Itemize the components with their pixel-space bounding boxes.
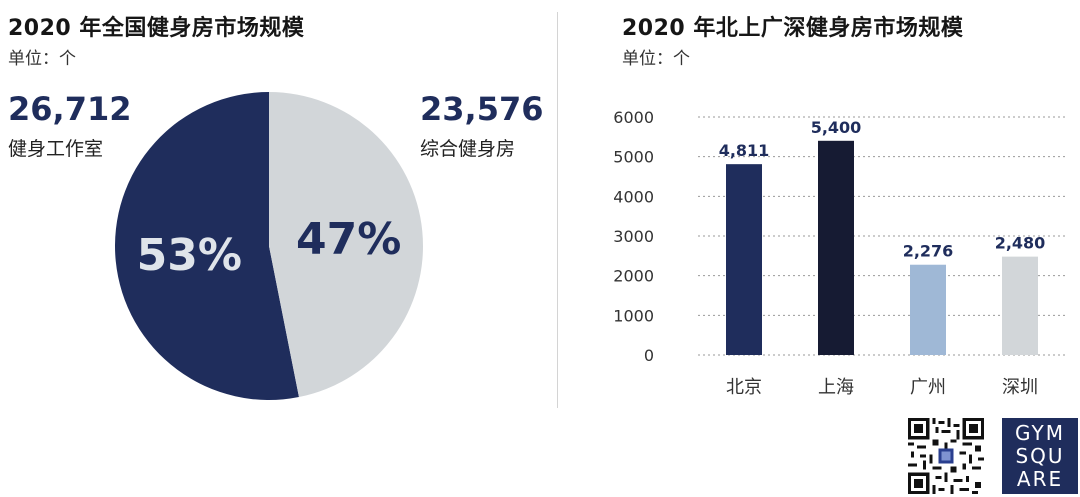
pie-chart-title: 2020 年全国健身房市场规模 <box>8 16 305 41</box>
bar-chart-unit: 单位：个 <box>622 49 690 69</box>
x-tick-label: 广州 <box>910 377 946 398</box>
bar-data-label: 5,400 <box>811 118 862 137</box>
y-tick-label: 4000 <box>613 187 654 206</box>
panel-divider <box>557 12 558 408</box>
logo-line-1: GYM <box>1015 420 1065 445</box>
pie-slice-0 <box>114 92 299 400</box>
y-tick-label: 5000 <box>613 148 654 167</box>
x-tick-label: 深圳 <box>1002 377 1038 398</box>
logo-line-2: SQU <box>1015 443 1065 468</box>
y-tick-label: 2000 <box>613 267 654 286</box>
studio-count: 26,712 <box>8 90 132 128</box>
bar-1 <box>818 140 854 355</box>
y-tick-label: 3000 <box>613 227 654 246</box>
bar-data-label: 2,276 <box>903 242 954 261</box>
pie-slice-1 <box>269 92 423 398</box>
bar-chart: 0 1000 2000 3000 4000 5000 6000 4,811 北京 5,400 上海 2… <box>613 108 1066 398</box>
bar-data-label: 4,811 <box>719 141 770 160</box>
bar-3 <box>1002 256 1038 355</box>
bar-2 <box>910 264 946 355</box>
bar-0 <box>726 164 762 355</box>
y-tick-label: 6000 <box>613 108 654 127</box>
pie-chart: 53% 47% <box>114 92 423 400</box>
y-tick-label: 1000 <box>613 306 654 325</box>
gym-label: 综合健身房 <box>420 138 516 160</box>
bar-chart-title: 2020 年北上广深健身房市场规模 <box>622 16 964 41</box>
bar-data-label: 2,480 <box>995 234 1046 253</box>
x-tick-label: 上海 <box>818 377 854 398</box>
studio-label: 健身工作室 <box>8 138 104 160</box>
pie-percent-label-1: 47% <box>296 214 401 265</box>
pie-percent-label-0: 53% <box>137 230 242 281</box>
x-tick-label: 北京 <box>726 377 762 398</box>
pie-chart-unit: 单位：个 <box>8 49 76 69</box>
gymsquare-logo: GYM SQU ARE <box>1002 418 1078 494</box>
gym-count: 23,576 <box>420 90 544 128</box>
qr-code-icon <box>908 418 984 494</box>
y-tick-label: 0 <box>644 346 654 365</box>
logo-line-3: ARE <box>1016 466 1064 491</box>
